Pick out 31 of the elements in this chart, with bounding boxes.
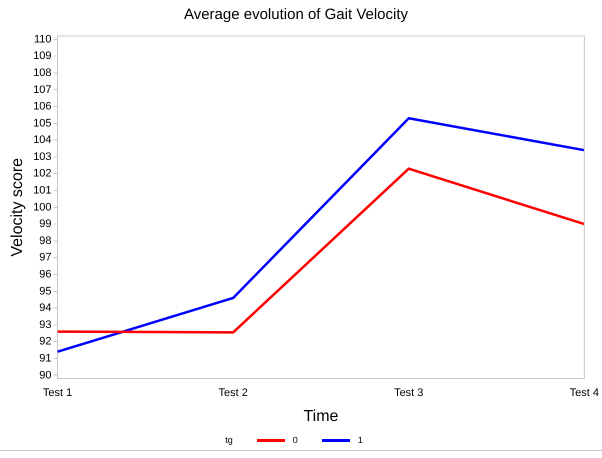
x-tick-label: Test 1 xyxy=(42,387,72,400)
x-tick-label: Test 2 xyxy=(218,387,248,400)
y-tick-label: 91 xyxy=(39,352,52,364)
y-tick-label: 100 xyxy=(33,201,52,214)
legend-label: 1 xyxy=(358,435,363,445)
y-tick-label: 107 xyxy=(33,84,52,96)
y-tick-label: 98 xyxy=(39,234,52,247)
y-tick-label: 109 xyxy=(33,50,52,62)
y-tick-label: 90 xyxy=(39,369,52,382)
y-tick-label: 108 xyxy=(33,66,52,79)
y-tick-label: 104 xyxy=(33,134,52,146)
y-tick-label: 102 xyxy=(33,168,52,180)
y-tick-label: 94 xyxy=(39,302,52,314)
y-axis-title: Velocity score xyxy=(9,158,26,257)
legend-title: tg xyxy=(225,435,233,445)
y-tick-label: 97 xyxy=(39,252,52,264)
y-tick-label: 101 xyxy=(33,184,52,197)
y-tick-label: 99 xyxy=(39,218,52,230)
x-tick-label: Test 3 xyxy=(394,387,424,400)
y-tick-label: 103 xyxy=(33,150,52,163)
y-tick-label: 105 xyxy=(33,117,52,130)
y-tick-label: 93 xyxy=(39,318,52,331)
x-axis-title: Time xyxy=(303,408,339,425)
y-tick-label: 92 xyxy=(39,336,52,348)
x-tick-label: Test 4 xyxy=(570,387,600,400)
y-tick-label: 110 xyxy=(34,33,52,46)
y-tick-label: 96 xyxy=(39,268,52,281)
y-tick-label: 95 xyxy=(39,285,52,298)
y-tick-label: 106 xyxy=(33,100,52,113)
chart-title: Average evolution of Gait Velocity xyxy=(184,6,409,24)
legend-label: 0 xyxy=(292,435,298,445)
